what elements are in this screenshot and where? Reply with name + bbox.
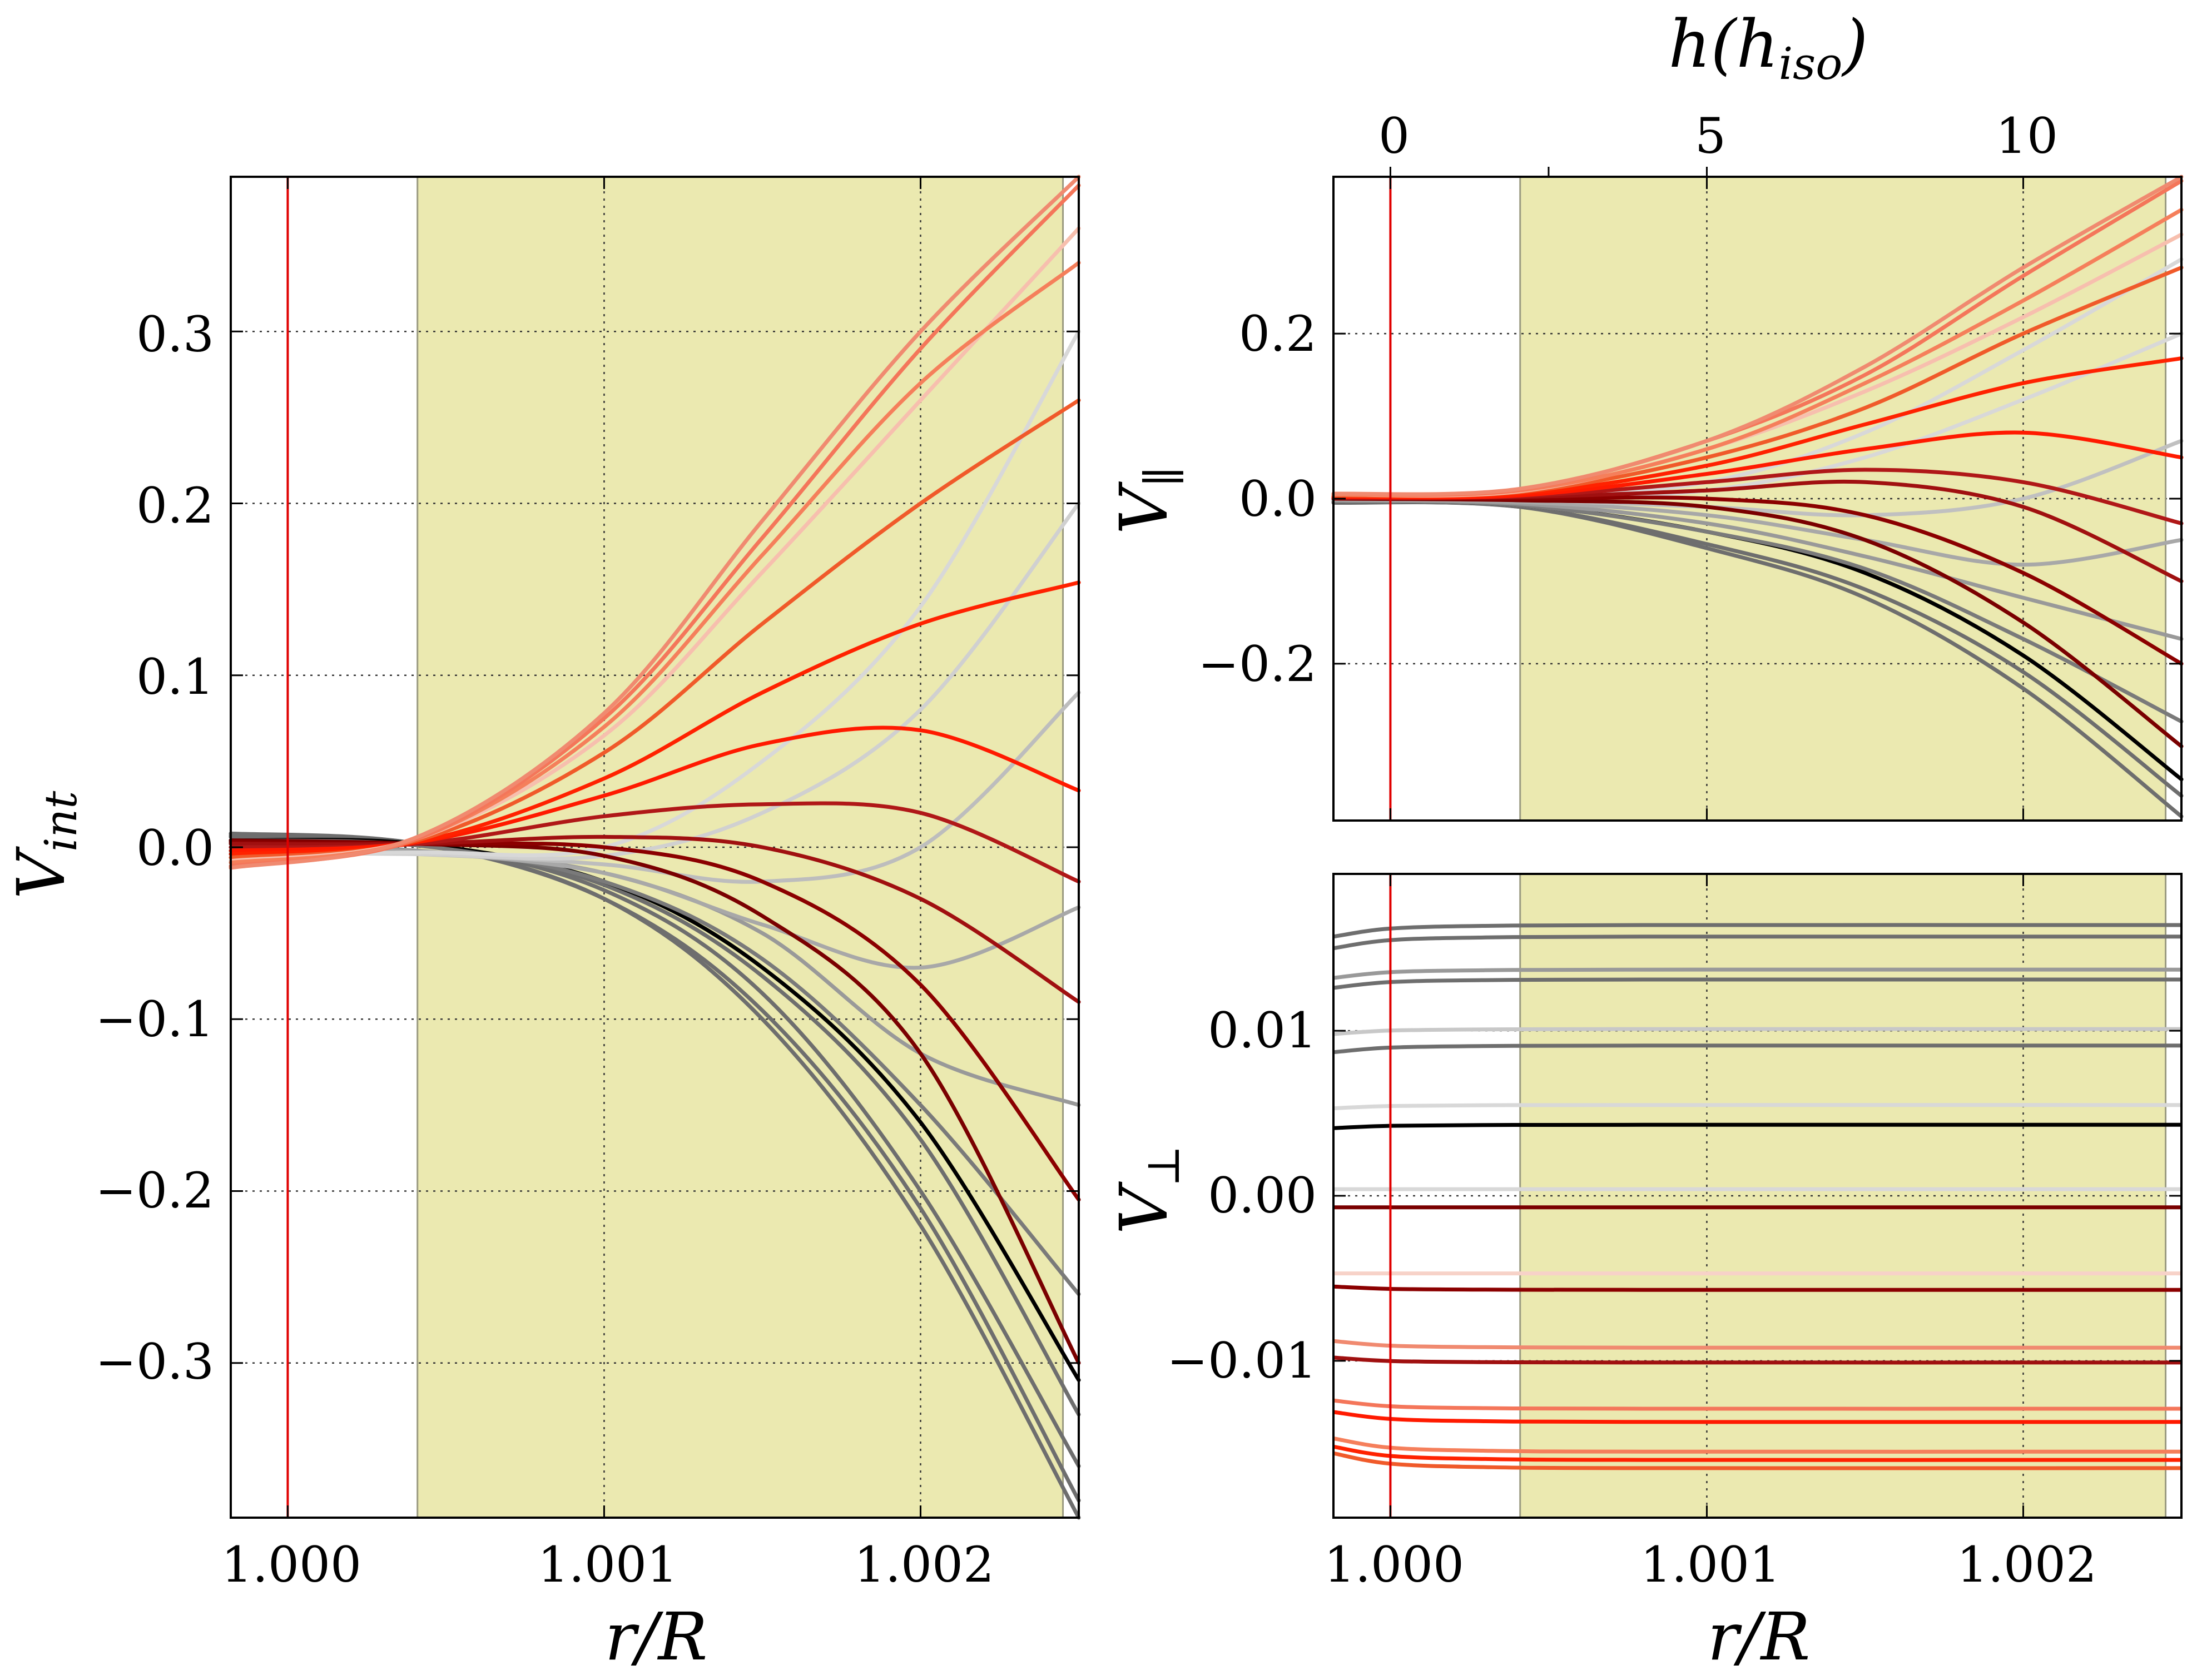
left-ylabel-main: V: [3, 846, 80, 899]
left-series-g7: [229, 845, 1081, 970]
bottom-right-xtick-label-2: 1.002: [1957, 1536, 2097, 1593]
svg-text:V⊥: V⊥: [1105, 1145, 1189, 1234]
top-right-top-xtick-label-0: 0: [1378, 107, 1410, 165]
left-ticks: [231, 177, 1079, 1518]
top-right-ytick-label-0: −0.2: [1198, 635, 1317, 693]
top-right-ylabel-main: V: [1105, 481, 1182, 534]
left-ylabel-sub: int: [35, 791, 87, 852]
top-right-top-xlabel-sub: iso: [1779, 38, 1843, 90]
svg-text:V∥: V∥: [1105, 466, 1189, 534]
bottom-right-chart-panel: −0.01 0.00 0.01 1.000 1.001 1.002 r/R V⊥: [1105, 873, 2183, 1675]
bottom-right-ytick-label-1: 0.00: [1208, 1167, 1317, 1224]
bottom-right-xlabel: r/R: [1707, 1598, 1810, 1675]
left-ytick-label-2: −0.1: [95, 991, 214, 1048]
bottom-right-xtick-label-1: 1.001: [1640, 1536, 1781, 1593]
top-right-ylabel-sub: ∥: [1138, 466, 1189, 487]
left-xtick-label-1: 1.001: [538, 1536, 678, 1593]
left-ytick-label-5: 0.2: [136, 477, 214, 534]
top-right-ticks: [1333, 167, 2181, 821]
bottom-right-ylabel-sub: ⊥: [1138, 1145, 1189, 1187]
top-right-top-xlabel: h(hiso): [1669, 6, 1868, 90]
left-ylabel: Vint: [3, 791, 87, 899]
bottom-right-ytick-label-2: 0.01: [1208, 1002, 1317, 1059]
top-right-series-group: [1331, 175, 2184, 819]
top-right-top-xtick-label-2: 10: [1996, 107, 2058, 165]
top-right-ytick-label-1: 0.0: [1239, 470, 1317, 528]
left-series-r11: [229, 175, 1081, 870]
top-right-series-r11: [1331, 175, 2184, 496]
top-right-top-xtick-label-1: 5: [1695, 107, 1726, 165]
bottom-right-ytick-label-0: −0.01: [1167, 1332, 1317, 1389]
svg-text:Vint: Vint: [3, 791, 87, 899]
left-ytick-label-6: 0.3: [136, 306, 214, 363]
left-ytick-label-0: −0.3: [95, 1333, 214, 1390]
left-xlabel: r/R: [604, 1598, 707, 1675]
bottom-right-ylabel-main: V: [1105, 1181, 1182, 1234]
left-chart-panel: −0.3 −0.2 −0.1 0.0 0.1 0.2 0.3 1.000 1.0…: [3, 175, 1081, 1675]
top-right-ylabel: V∥: [1105, 466, 1189, 534]
bottom-right-ticks: [1333, 874, 2181, 1518]
top-right-chart-panel: −0.2 0.0 0.2 0 5 10 h(hiso) V∥: [1105, 6, 2184, 822]
bottom-right-xtick-label-0: 1.000: [1324, 1536, 1464, 1593]
left-series-g10: [229, 329, 1081, 857]
left-xtick-label-2: 1.002: [854, 1536, 994, 1593]
left-ytick-label-4: 0.1: [136, 648, 214, 705]
top-right-ytick-label-2: 0.2: [1239, 305, 1317, 362]
left-series-group: [229, 175, 1081, 1520]
top-right-top-xlabel-main: h(h: [1669, 6, 1779, 82]
left-ytick-label-3: 0.0: [136, 819, 214, 877]
left-xtick-label-0: 1.000: [221, 1536, 361, 1593]
left-ytick-label-1: −0.2: [95, 1162, 214, 1219]
bottom-right-ylabel: V⊥: [1105, 1145, 1189, 1234]
top-right-top-xlabel-close: ): [1841, 6, 1868, 82]
